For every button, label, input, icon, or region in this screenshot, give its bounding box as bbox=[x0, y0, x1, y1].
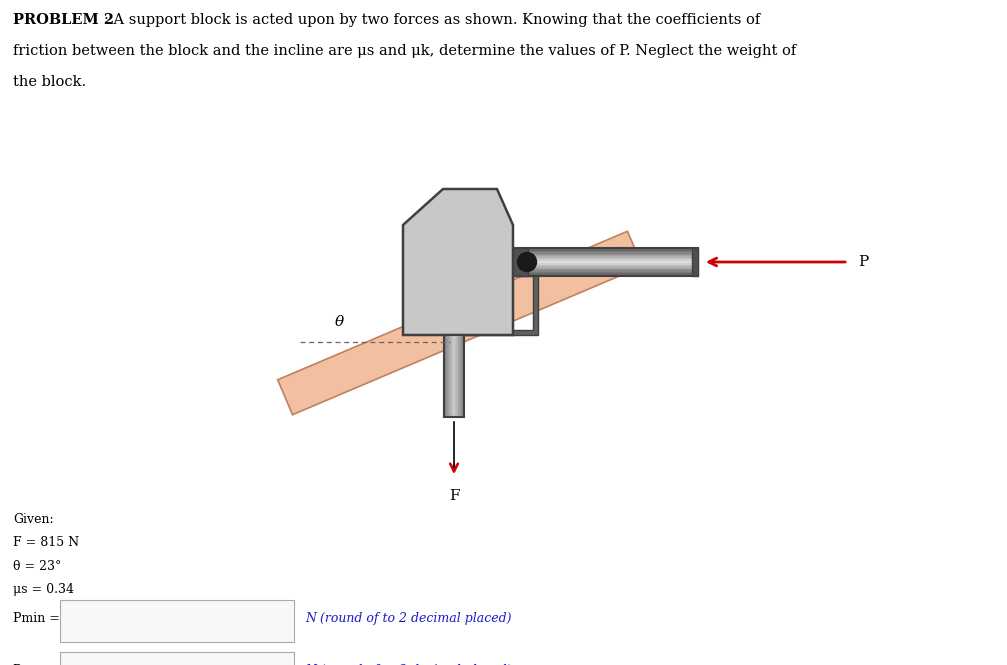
Bar bbox=[513, 257, 698, 258]
Text: μs = 0.34: μs = 0.34 bbox=[13, 583, 74, 597]
Bar bbox=[513, 259, 698, 261]
Bar bbox=[513, 266, 698, 267]
Bar bbox=[513, 265, 698, 266]
Text: N (round of to 2 decimal placed): N (round of to 2 decimal placed) bbox=[305, 612, 512, 625]
Bar bbox=[513, 273, 698, 275]
Bar bbox=[513, 272, 698, 273]
Text: θ: θ bbox=[335, 315, 344, 329]
Text: F: F bbox=[449, 489, 459, 503]
Bar bbox=[513, 248, 698, 276]
Text: Pmax =: Pmax = bbox=[13, 664, 62, 665]
Text: Given:: Given: bbox=[13, 513, 53, 526]
Text: θ = 23°: θ = 23° bbox=[13, 560, 61, 573]
Bar bbox=[513, 261, 698, 262]
Bar bbox=[513, 269, 698, 271]
Bar bbox=[513, 275, 698, 276]
Bar bbox=[513, 249, 698, 251]
Bar bbox=[444, 335, 464, 417]
Bar bbox=[692, 248, 698, 276]
Text: the block.: the block. bbox=[13, 75, 87, 89]
Bar bbox=[513, 267, 698, 269]
Bar bbox=[513, 263, 698, 265]
Bar bbox=[513, 258, 698, 259]
Bar bbox=[513, 271, 698, 272]
Text: PROBLEM 2: PROBLEM 2 bbox=[13, 13, 114, 27]
Text: friction between the block and the incline are μs and μk, determine the values o: friction between the block and the incli… bbox=[13, 44, 797, 58]
Text: P: P bbox=[858, 255, 868, 269]
FancyBboxPatch shape bbox=[60, 600, 294, 642]
Bar bbox=[513, 255, 698, 257]
FancyBboxPatch shape bbox=[60, 652, 294, 665]
Polygon shape bbox=[278, 231, 642, 415]
Text: F = 815 N: F = 815 N bbox=[13, 537, 80, 549]
Polygon shape bbox=[403, 189, 513, 335]
Text: Pmin =: Pmin = bbox=[13, 612, 59, 625]
Polygon shape bbox=[464, 271, 538, 335]
Bar bbox=[513, 248, 528, 276]
Text: : A support block is acted upon by two forces as shown. Knowing that the coeffic: : A support block is acted upon by two f… bbox=[104, 13, 760, 27]
Bar bbox=[513, 262, 698, 263]
Text: N (round of to 2 decimal placed): N (round of to 2 decimal placed) bbox=[305, 664, 512, 665]
Circle shape bbox=[518, 253, 537, 271]
Bar bbox=[513, 248, 698, 249]
Bar bbox=[513, 252, 698, 253]
Bar bbox=[513, 251, 698, 252]
Bar bbox=[513, 253, 698, 255]
